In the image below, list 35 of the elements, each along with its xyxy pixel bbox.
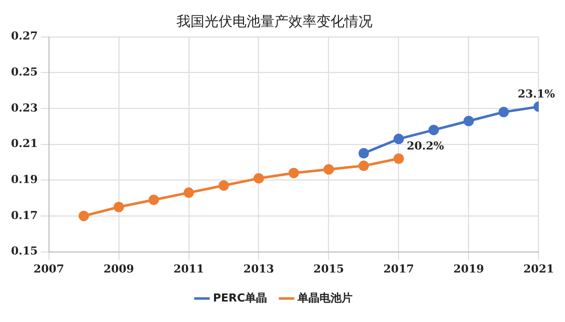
point [218,180,230,191]
point [78,210,90,222]
point [393,153,404,164]
point [148,194,160,206]
point [254,173,264,184]
point [358,160,369,172]
x-tick-label: 2013 [243,262,274,276]
y-tick-label: 0.15 [10,244,38,258]
legend-label: 单晶电池片 [296,291,353,304]
point [393,134,404,144]
chart-title: 我国光伏电池量产效率变化情况 [176,14,372,30]
point [288,168,299,178]
point [463,116,474,126]
x-tick-label: 2015 [313,262,344,276]
x-tick-label: 2011 [173,262,204,276]
y-tick-label: 0.23 [10,101,38,114]
point [114,202,124,212]
point [498,106,509,118]
y-tick-label: 0.17 [10,208,38,222]
x-tick-label: 2007 [33,262,64,276]
point [428,124,439,136]
y-tick-label: 0.19 [10,172,38,186]
annotation: 20.2% [406,139,445,152]
x-tick-label: 2017 [383,262,414,276]
point [358,148,369,159]
annotation: 23.1% [518,88,556,101]
legend-label: PERC单晶 [212,291,268,304]
point [184,187,194,198]
x-tick-label: 2021 [523,262,554,276]
y-tick-label: 0.27 [10,30,38,43]
y-tick-label: 0.21 [10,137,38,150]
x-tick-label: 2019 [453,262,484,276]
point [323,164,334,175]
x-tick-label: 2009 [103,262,134,276]
y-tick-label: 0.25 [10,65,38,78]
